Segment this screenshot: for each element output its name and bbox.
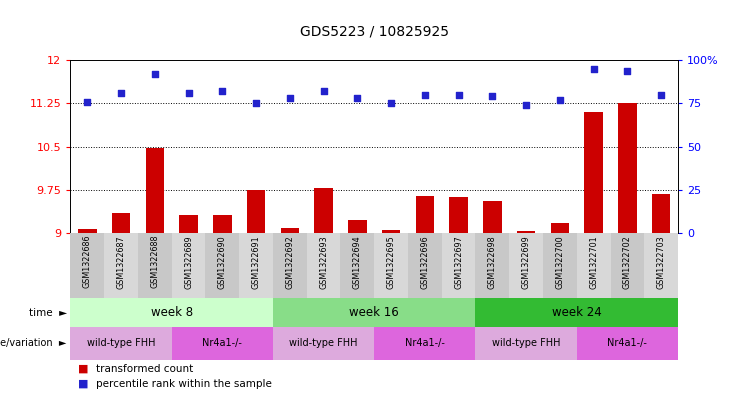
Bar: [179, 215, 198, 233]
Point: [318, 88, 330, 94]
Text: Nr4a1-/-: Nr4a1-/-: [405, 338, 445, 349]
Text: GSM1322693: GSM1322693: [319, 235, 328, 288]
Bar: [483, 201, 502, 233]
Bar: [281, 228, 299, 233]
Bar: [476, 298, 678, 327]
Point: [419, 92, 431, 98]
Bar: [70, 233, 104, 298]
Bar: [585, 112, 603, 233]
Bar: [78, 229, 96, 233]
Bar: [416, 196, 434, 233]
Point: [284, 95, 296, 101]
Bar: [442, 233, 476, 298]
Text: genotype/variation  ►: genotype/variation ►: [0, 338, 67, 349]
Text: GSM1322702: GSM1322702: [623, 235, 632, 289]
Point: [622, 67, 634, 73]
Text: percentile rank within the sample: percentile rank within the sample: [96, 378, 272, 389]
Bar: [112, 213, 130, 233]
Text: GSM1322686: GSM1322686: [83, 235, 92, 288]
Point: [216, 88, 228, 94]
Bar: [247, 190, 265, 233]
Text: week 16: week 16: [349, 306, 399, 319]
Text: GSM1322694: GSM1322694: [353, 235, 362, 288]
Text: GSM1322689: GSM1322689: [184, 235, 193, 288]
Bar: [408, 233, 442, 298]
Bar: [476, 327, 576, 360]
Bar: [314, 187, 333, 233]
Text: week 24: week 24: [552, 306, 602, 319]
Bar: [307, 233, 340, 298]
Bar: [611, 233, 644, 298]
Bar: [70, 327, 172, 360]
Bar: [239, 233, 273, 298]
Bar: [205, 233, 239, 298]
Text: wild-type FHH: wild-type FHH: [87, 338, 156, 349]
Bar: [70, 298, 273, 327]
Text: ■: ■: [78, 364, 88, 374]
Bar: [104, 233, 138, 298]
Bar: [618, 103, 637, 233]
Text: GSM1322703: GSM1322703: [657, 235, 665, 288]
Point: [655, 92, 667, 98]
Point: [385, 100, 397, 107]
Point: [520, 102, 532, 108]
Bar: [576, 233, 611, 298]
Bar: [576, 327, 678, 360]
Point: [115, 90, 127, 96]
Bar: [273, 233, 307, 298]
Text: transformed count: transformed count: [96, 364, 193, 374]
Text: GSM1322697: GSM1322697: [454, 235, 463, 289]
Bar: [273, 327, 374, 360]
Point: [453, 92, 465, 98]
Bar: [213, 215, 232, 233]
Point: [554, 97, 566, 103]
Text: Nr4a1-/-: Nr4a1-/-: [202, 338, 242, 349]
Text: Nr4a1-/-: Nr4a1-/-: [608, 338, 648, 349]
Text: time  ►: time ►: [29, 308, 67, 318]
Point: [149, 71, 161, 77]
Bar: [145, 148, 164, 233]
Text: GSM1322687: GSM1322687: [116, 235, 125, 288]
Text: wild-type FHH: wild-type FHH: [289, 338, 358, 349]
Text: GSM1322695: GSM1322695: [387, 235, 396, 289]
Bar: [273, 298, 476, 327]
Text: GSM1322691: GSM1322691: [251, 235, 261, 288]
Text: GDS5223 / 10825925: GDS5223 / 10825925: [299, 24, 449, 39]
Bar: [476, 233, 509, 298]
Text: GSM1322690: GSM1322690: [218, 235, 227, 288]
Point: [588, 66, 599, 72]
Text: ■: ■: [78, 378, 88, 389]
Bar: [516, 231, 536, 233]
Bar: [543, 233, 576, 298]
Bar: [172, 233, 205, 298]
Bar: [551, 223, 569, 233]
Text: week 8: week 8: [150, 306, 193, 319]
Bar: [374, 233, 408, 298]
Bar: [340, 233, 374, 298]
Text: wild-type FHH: wild-type FHH: [492, 338, 560, 349]
Bar: [138, 233, 172, 298]
Bar: [644, 233, 678, 298]
Bar: [449, 197, 468, 233]
Bar: [374, 327, 476, 360]
Bar: [348, 220, 367, 233]
Bar: [652, 194, 671, 233]
Point: [182, 90, 194, 96]
Bar: [382, 230, 400, 233]
Point: [351, 95, 363, 101]
Bar: [509, 233, 543, 298]
Text: GSM1322696: GSM1322696: [420, 235, 429, 288]
Text: GSM1322698: GSM1322698: [488, 235, 497, 288]
Point: [82, 99, 93, 105]
Point: [250, 100, 262, 107]
Bar: [172, 327, 273, 360]
Text: GSM1322692: GSM1322692: [285, 235, 294, 289]
Text: GSM1322688: GSM1322688: [150, 235, 159, 288]
Text: GSM1322699: GSM1322699: [522, 235, 531, 289]
Point: [486, 93, 498, 99]
Text: GSM1322701: GSM1322701: [589, 235, 598, 288]
Text: GSM1322700: GSM1322700: [555, 235, 565, 288]
